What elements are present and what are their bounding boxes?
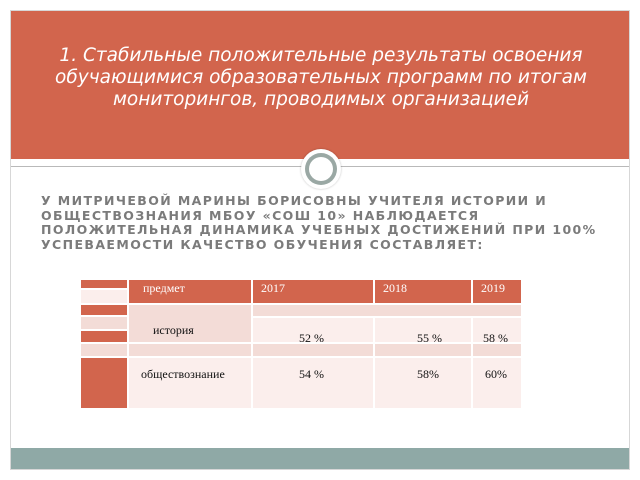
title-banner: 1. Стабильные положительные результаты о…	[11, 11, 629, 163]
row-2-2019-value: 60%	[485, 367, 507, 381]
table-gutter	[80, 330, 128, 343]
row-2-2018-value: 58%	[417, 367, 439, 381]
table-header-subject: предмет	[128, 279, 252, 304]
table-gutter	[80, 289, 128, 304]
table-gutter-top	[80, 279, 128, 289]
slide-title: 1. Стабильные положительные результаты о…	[55, 45, 587, 110]
table-row-2-2019: 60%	[472, 357, 522, 409]
row-1-2019-value: 58 %	[483, 331, 508, 345]
table-gutter	[80, 304, 128, 316]
table-row-2-subject: обществознание	[128, 357, 252, 409]
row-2-subject-label: обществознание	[141, 367, 225, 381]
table-row-2-2017: 54 %	[252, 357, 374, 409]
table-gutter	[80, 316, 128, 330]
table-gutter	[80, 343, 128, 357]
row-1-2017-value: 52 %	[299, 331, 324, 345]
table-row-2-band-2017	[252, 343, 374, 357]
slide: 1. Стабильные положительные результаты о…	[10, 10, 630, 470]
row-1-2018-value: 55 %	[417, 331, 442, 345]
table-row-2-2018: 58%	[374, 357, 472, 409]
results-table: предмет 2017 2018 2019 история 52 % 55 %…	[79, 278, 523, 410]
table-row-2-band-2019	[472, 343, 522, 357]
footer-bar	[11, 448, 629, 469]
slide-subtitle: У Митричевой Марины Борисовны учителя ис…	[41, 193, 597, 252]
header-2019-label: 2019	[481, 281, 505, 295]
table-header-2018: 2018	[374, 279, 472, 304]
table-row-1-band	[252, 304, 522, 317]
table-header-2019: 2019	[472, 279, 522, 304]
header-subject-label: предмет	[143, 281, 185, 295]
table-row-1-2017: 52 %	[252, 317, 374, 345]
table-row-1-2019: 58 %	[472, 317, 522, 345]
table-header-2017: 2017	[252, 279, 374, 304]
table-row-2-band-2018	[374, 343, 472, 357]
table-gutter	[80, 357, 128, 409]
table-row-1-2018: 55 %	[374, 317, 472, 345]
row-1-subject-label: история	[153, 323, 194, 337]
header-2017-label: 2017	[261, 281, 285, 295]
header-2018-label: 2018	[383, 281, 407, 295]
circle-ornament-icon	[301, 149, 341, 189]
table-row-1-subject: история	[128, 304, 252, 343]
row-2-2017-value: 54 %	[299, 367, 324, 381]
table-row-2-band-subject	[128, 343, 252, 357]
